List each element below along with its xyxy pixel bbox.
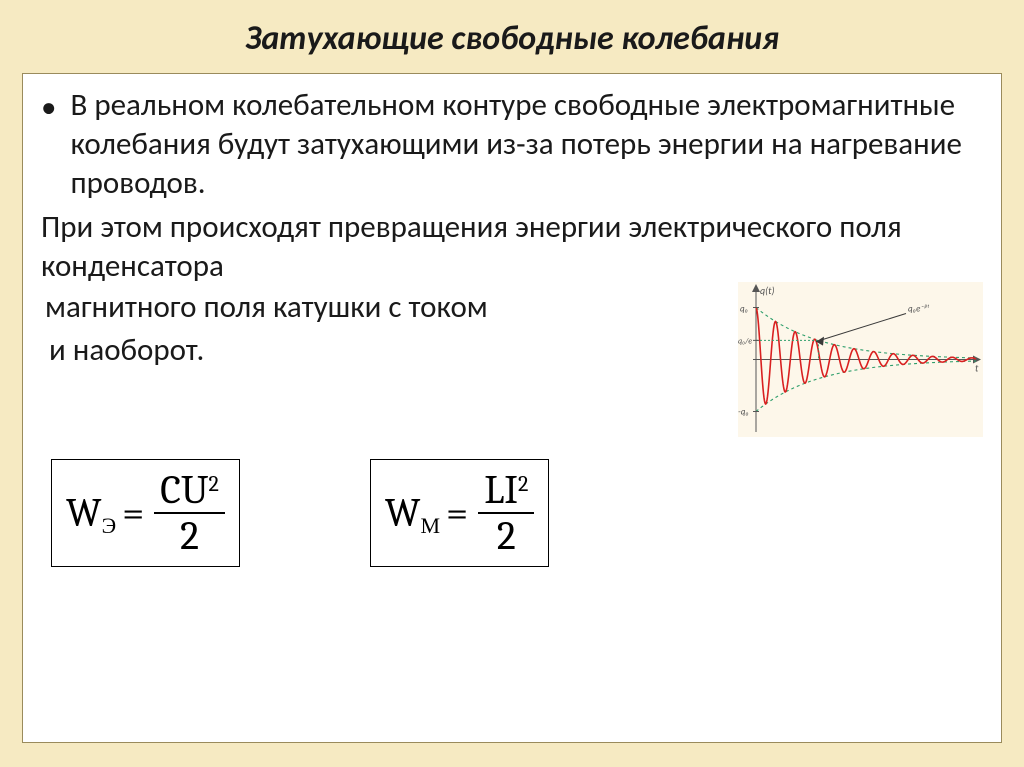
- f1-numa: C: [160, 467, 181, 513]
- bullet-paragraph: • В реальном колебательном контуре свобо…: [41, 86, 983, 202]
- line3: магнитного поля катушки с током: [41, 288, 488, 328]
- slide-title: Затухающие свободные колебания: [22, 18, 1002, 59]
- slide: Затухающие свободные колебания • В реаль…: [0, 0, 1024, 767]
- f2-W: W: [385, 490, 421, 536]
- svg-text:q₀: q₀: [740, 303, 748, 314]
- graph-text: магнитного поля катушки с током и наобор…: [41, 288, 488, 371]
- svg-text:q₀e⁻ᵝᵗ: q₀e⁻ᵝᵗ: [908, 303, 930, 314]
- f1-W: W: [66, 490, 102, 536]
- para1: В реальном колебательном контуре свободн…: [70, 86, 983, 202]
- f2-sup: 2: [518, 471, 528, 497]
- svg-text:-q₀: -q₀: [738, 406, 749, 417]
- formulas-row: WЭ = CU2 2 WМ = LI2 2: [51, 459, 983, 567]
- formula-electric-energy: WЭ = CU2 2: [51, 459, 240, 567]
- line4: и наоборот.: [41, 331, 488, 371]
- svg-text:q(t): q(t): [760, 284, 775, 297]
- formula-magnetic-energy: WМ = LI2 2: [370, 459, 549, 567]
- f1-den: 2: [174, 514, 205, 558]
- f2-numb: I: [504, 467, 518, 513]
- bullet-icon: •: [41, 92, 56, 123]
- graph-row: магнитного поля катушки с током и наобор…: [41, 288, 983, 437]
- svg-text:q₀/e: q₀/e: [738, 336, 752, 346]
- f2-den: 2: [491, 514, 522, 558]
- damped-oscillation-graph: q(t)q₀-q₀q₀/etq₀e⁻ᵝᵗ: [738, 282, 983, 437]
- f1-eq: =: [122, 490, 144, 536]
- f1-sub: Э: [102, 513, 117, 539]
- para2: При этом происходят превращения энергии …: [41, 208, 983, 286]
- content-box: • В реальном колебательном контуре свобо…: [22, 73, 1002, 743]
- f2-eq: =: [446, 490, 468, 536]
- f2-sub: М: [420, 513, 440, 539]
- f1-numb: U: [181, 467, 208, 513]
- f1-sup: 2: [209, 471, 219, 497]
- f2-numa: L: [484, 467, 504, 513]
